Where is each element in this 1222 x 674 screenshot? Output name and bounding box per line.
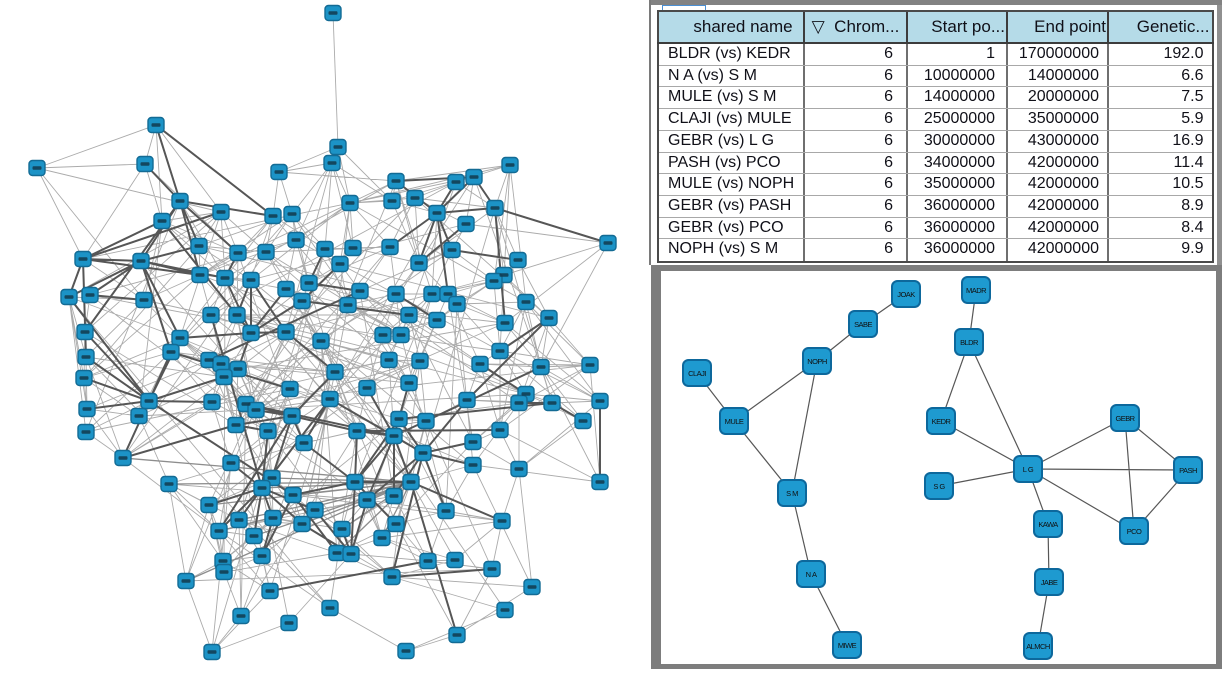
svg-text:PASH: PASH — [1179, 466, 1197, 475]
svg-text:BLDR: BLDR — [960, 338, 979, 347]
svg-text:GEBR: GEBR — [1115, 414, 1135, 423]
svg-text:N A: N A — [806, 570, 817, 579]
svg-text:ALMCH: ALMCH — [1026, 642, 1050, 651]
svg-text:KAWA: KAWA — [1038, 520, 1058, 529]
svg-text:MULE: MULE — [725, 417, 744, 426]
svg-text:S M: S M — [786, 489, 798, 498]
svg-text:MADR: MADR — [966, 286, 987, 295]
svg-text:CLAJI: CLAJI — [688, 369, 706, 378]
svg-text:S G: S G — [933, 482, 945, 491]
svg-text:PCO: PCO — [1127, 527, 1142, 536]
svg-text:MIWE: MIWE — [838, 641, 857, 650]
svg-text:L G: L G — [1023, 465, 1034, 474]
svg-text:JABE: JABE — [1041, 578, 1058, 587]
svg-text:JOAK: JOAK — [897, 290, 915, 299]
svg-text:KEDR: KEDR — [932, 417, 952, 426]
svg-text:SABE: SABE — [854, 320, 872, 329]
svg-text:NOPH: NOPH — [807, 357, 827, 366]
